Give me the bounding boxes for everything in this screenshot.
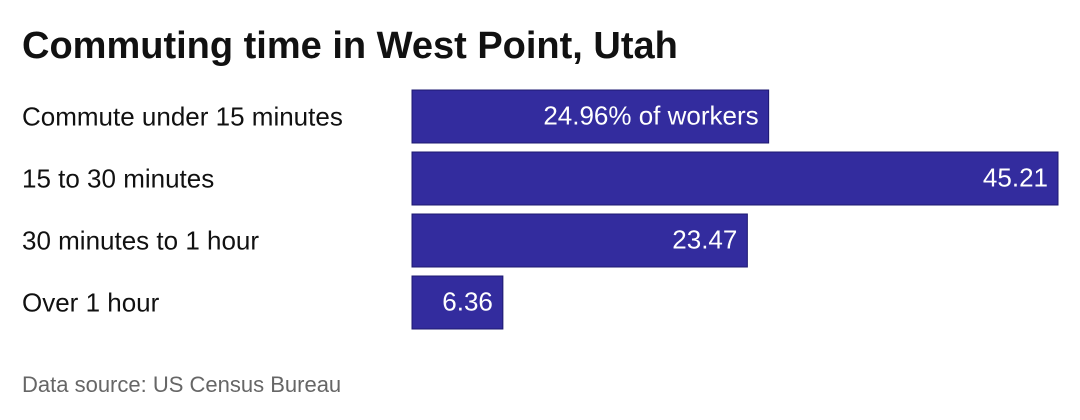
- value-label: 24.96% of workers: [543, 100, 758, 130]
- category-label: Over 1 hour: [22, 287, 160, 317]
- category-label: 15 to 30 minutes: [22, 163, 214, 193]
- category-label: Commute under 15 minutes: [22, 101, 343, 131]
- bar: [411, 213, 748, 268]
- value-label: 6.36: [442, 286, 493, 316]
- category-label: 30 minutes to 1 hour: [22, 225, 259, 255]
- source-note: Data source: US Census Bureau: [22, 372, 341, 397]
- bar: [411, 89, 770, 144]
- chart-title: Commuting time in West Point, Utah: [22, 25, 678, 67]
- value-label: 23.47: [672, 224, 737, 254]
- bar: [411, 151, 1059, 206]
- value-label: 45.21: [983, 162, 1048, 192]
- bar: [411, 275, 504, 330]
